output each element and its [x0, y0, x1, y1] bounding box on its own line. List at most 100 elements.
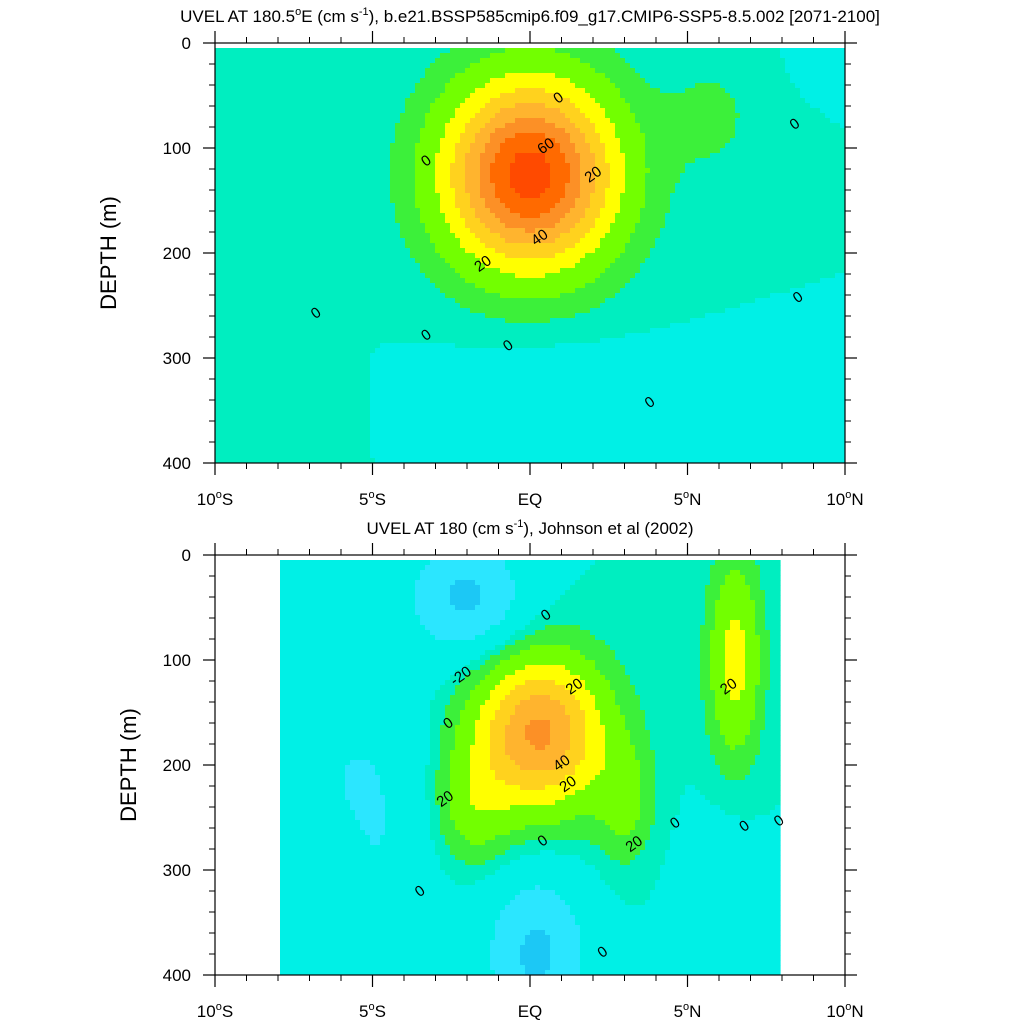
field-cell	[510, 163, 516, 169]
field-cell	[480, 138, 486, 144]
field-cell	[310, 148, 316, 154]
field-cell	[305, 138, 311, 144]
field-cell	[530, 88, 536, 94]
field-cell	[335, 158, 341, 164]
field-cell	[430, 183, 436, 189]
field-cell	[350, 203, 356, 209]
field-cell	[590, 243, 596, 249]
y-axis-label: DEPTH (m)	[96, 196, 121, 310]
field-cell	[500, 173, 506, 179]
field-cell	[460, 223, 466, 229]
field-cell	[425, 183, 431, 189]
field-cell	[645, 123, 651, 129]
field-cell	[410, 173, 416, 179]
field-cell	[520, 73, 526, 79]
field-cell	[790, 198, 796, 204]
field-cell	[840, 213, 845, 219]
field-cell	[820, 68, 826, 74]
field-cell	[740, 83, 746, 89]
field-cell	[525, 58, 531, 64]
field-cell	[650, 193, 656, 199]
field-cell	[775, 188, 781, 194]
field-cell	[815, 148, 821, 154]
field-cell	[315, 183, 321, 189]
field-cell	[325, 168, 331, 174]
field-cell	[690, 158, 696, 164]
field-cell	[300, 68, 306, 74]
field-cell	[315, 188, 321, 194]
field-cell	[375, 148, 381, 154]
field-cell	[785, 158, 791, 164]
field-cell	[745, 178, 751, 184]
field-cell	[765, 103, 771, 109]
field-cell	[295, 193, 301, 199]
field-cell	[435, 218, 441, 224]
field-cell	[325, 203, 331, 209]
field-cell	[610, 208, 616, 214]
field-cell	[610, 113, 616, 119]
field-cell	[770, 113, 776, 119]
field-cell	[410, 148, 416, 154]
field-cell	[360, 103, 366, 109]
field-cell	[840, 63, 845, 69]
field-cell	[790, 168, 796, 174]
field-cell	[500, 58, 506, 64]
field-cell	[820, 183, 826, 189]
field-cell	[340, 243, 346, 249]
field-cell	[370, 108, 376, 114]
field-cell	[580, 58, 586, 64]
field-cell	[220, 73, 226, 79]
field-cell	[820, 78, 826, 84]
field-cell	[420, 148, 426, 154]
field-cell	[415, 148, 421, 154]
field-cell	[215, 68, 221, 74]
field-cell	[630, 113, 636, 119]
field-cell	[785, 128, 791, 134]
field-cell	[375, 133, 381, 139]
field-cell	[765, 158, 771, 164]
field-cell	[575, 63, 581, 69]
field-cell	[825, 63, 831, 69]
field-cell	[520, 68, 526, 74]
field-cell	[820, 163, 826, 169]
field-cell	[440, 53, 446, 59]
field-cell	[450, 73, 456, 79]
field-cell	[360, 223, 366, 229]
field-cell	[490, 48, 496, 54]
field-cell	[665, 113, 671, 119]
field-cell	[335, 78, 341, 84]
field-cell	[325, 208, 331, 214]
field-cell	[315, 73, 321, 79]
field-cell	[695, 48, 701, 54]
field-cell	[295, 53, 301, 59]
field-cell	[700, 233, 706, 239]
field-cell	[370, 243, 376, 249]
field-cell	[600, 223, 606, 229]
field-cell	[350, 238, 356, 244]
field-cell	[610, 173, 616, 179]
field-cell	[630, 143, 636, 149]
field-cell	[290, 133, 296, 139]
field-cell	[430, 228, 436, 234]
field-cell	[715, 108, 721, 114]
field-cell	[835, 133, 841, 139]
field-cell	[685, 228, 691, 234]
field-cell	[635, 158, 641, 164]
field-cell	[360, 218, 366, 224]
field-cell	[305, 178, 311, 184]
field-cell	[370, 118, 376, 124]
field-cell	[485, 88, 491, 94]
field-cell	[240, 83, 246, 89]
field-cell	[640, 233, 646, 239]
field-cell	[615, 63, 621, 69]
field-cell	[600, 233, 606, 239]
field-cell	[735, 228, 741, 234]
field-cell	[345, 168, 351, 174]
field-cell	[745, 68, 751, 74]
field-cell	[725, 118, 731, 124]
field-cell	[335, 143, 341, 149]
field-cell	[275, 123, 281, 129]
field-cell	[325, 143, 331, 149]
field-cell	[770, 128, 776, 134]
field-cell	[765, 228, 771, 234]
